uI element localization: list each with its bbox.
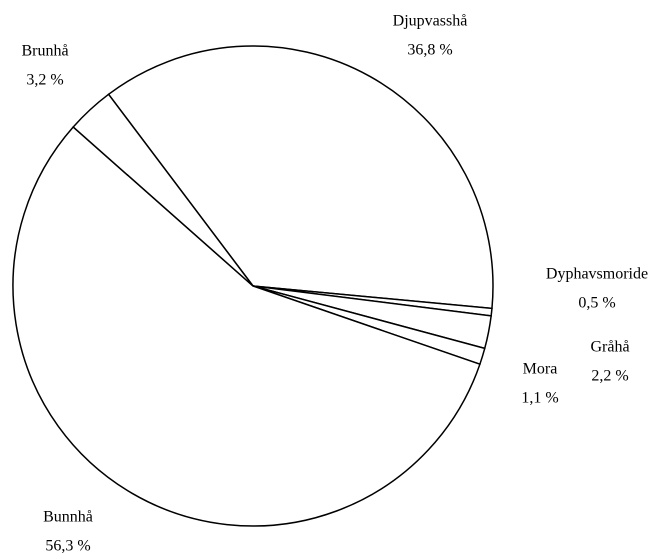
slice-label: Dyphavsmoride xyxy=(546,266,648,283)
value-label: 0,5 % xyxy=(578,295,615,312)
value-label: 36,8 % xyxy=(407,42,452,59)
value-label: 1,1 % xyxy=(521,390,558,407)
value-label: 2,2 % xyxy=(591,368,628,385)
pie-slice xyxy=(12,125,481,527)
slice-label: Brunhå xyxy=(21,43,68,60)
slice-label: Bunnhå xyxy=(43,509,93,526)
slice-label: Mora xyxy=(523,361,558,378)
slice-label: Djupvasshå xyxy=(393,13,468,30)
value-label: 56,3 % xyxy=(45,538,90,555)
value-label: 3,2 % xyxy=(26,72,63,89)
pie-slice xyxy=(72,93,254,287)
pie-slice xyxy=(107,45,494,310)
slice-label: Gråhå xyxy=(590,339,629,356)
